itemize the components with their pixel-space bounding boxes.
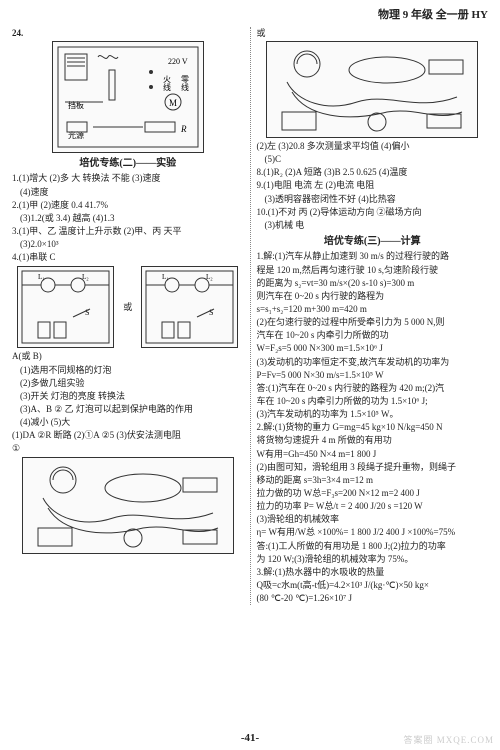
svg-text:R: R	[180, 124, 187, 134]
svg-text:线: 线	[181, 82, 189, 92]
left-column: 24. 挡板 光源 R M 220 V	[12, 27, 244, 605]
svg-text:L₁: L₁	[162, 273, 169, 281]
sol-line: 汽车在 10~20 s 内牵引力所做的功	[257, 329, 489, 341]
text-line: ①	[12, 442, 244, 454]
sol-line: P=Fv=5 000 N×30 m/s=1.5×10⁵ W	[257, 369, 489, 381]
text-line: (4)速度	[12, 186, 244, 198]
text-line: 3.(1)甲、乙 温度计上升示数 (2)甲、丙 天平	[12, 225, 244, 237]
sol-line: 拉力的功率 P= W总/t = 2 400 J/20 s =120 W	[257, 500, 489, 512]
text-line: (4)减小 (5)大	[12, 416, 244, 428]
page: 物理 9 年级 全一册 HY 24. 挡板 光源	[0, 0, 500, 750]
text-line: (3)透明容器密闭性不好 (4)比热容	[257, 193, 489, 205]
meter-circuit-right	[266, 41, 478, 138]
left-section-title: 培优专练(二)——实验	[12, 157, 244, 171]
sol-line: (3)汽车发动机的功率为 1.5×10⁵ W。	[257, 408, 489, 420]
or-label: 或	[123, 301, 132, 313]
sol-line: 则汽车在 0~20 s 内行驶的路程为	[257, 290, 489, 302]
sol-line: η= W有用/W总 ×100%= 1 800 J/2 400 J ×100%=7…	[257, 526, 489, 538]
watermark: 答案圈 MXQE.COM	[403, 734, 494, 746]
text-line: (3)2.0×10³	[12, 238, 244, 250]
sol-line: 的距离为 s₂=vt=30 m/s×(20 s-10 s)=300 m	[257, 277, 489, 289]
sol-line: (3)滑轮组的机械效率	[257, 513, 489, 525]
text-line: (3)机械 电	[257, 219, 489, 231]
page-header: 物理 9 年级 全一册 HY	[12, 8, 488, 23]
columns: 24. 挡板 光源 R M 220 V	[12, 27, 488, 605]
text-line: A(或 B)	[12, 350, 244, 362]
text-line: 9.(1)电阻 电流 左 (2)电流 电阻	[257, 179, 489, 191]
right-column: 或 (2)左 (3)20.8 多次测量求平均值 (4)偏小 (5)C 8.(1)…	[257, 27, 489, 605]
text-line: 4.(1)串联 C	[12, 251, 244, 263]
bulb-circuits-1: L₁ L₂ S 或 L₁ L₂ S	[12, 264, 244, 350]
text-line: 8.(1)R₂ (2)A 短路 (3)B 2.5 0.625 (4)温度	[257, 166, 489, 178]
text-line: (1)DA ②R 断路 (2)①A ②5 (3)伏安法测电阻	[12, 429, 244, 441]
sol-line: 答:(1)汽车在 0~20 s 内行驶的路程为 420 m;(2)汽	[257, 382, 489, 394]
sol-line: 车在 10~20 s 内牵引力所做的功为 1.5×10⁶ J;	[257, 395, 489, 407]
sol-line: 2.解:(1)货物的重力 G=mg=45 kg×10 N/kg=450 N	[257, 421, 489, 433]
svg-text:L₂: L₂	[82, 273, 89, 281]
sol-line: 将货物匀速提升 4 m 所做的有用功	[257, 434, 489, 446]
sol-line: 为 120 W;(3)滑轮组的机械效率为 75%。	[257, 553, 489, 565]
sol-line: (80 ℃-20 ℃)=1.26×10⁷ J	[257, 592, 489, 604]
sol-line: (2)在匀速行驶的过程中所受牵引力为 5 000 N,则	[257, 316, 489, 328]
bulb-circuit-a: L₁ L₂ S	[17, 266, 114, 348]
circuit-diagram-1: 挡板 光源 R M 220 V 火线 零线	[52, 41, 204, 153]
or-label-top: 或	[257, 27, 489, 39]
text-line: 2.(1)甲 (2)速度 0.4 41.7%	[12, 199, 244, 211]
text-line: (2)多做几组实验	[12, 377, 244, 389]
sol-line: s=s₁+s₂=120 m+300 m=420 m	[257, 303, 489, 315]
sol-line: Q吸=c水m(t高-t低)=4.2×10³ J/(kg·℃)×50 kg×	[257, 579, 489, 591]
right-section-title: 培优专练(三)——计算	[257, 235, 489, 249]
text-line: 10.(1)不对 丙 (2)导体运动方向 ②磁场方向	[257, 206, 489, 218]
text-line: (2)左 (3)20.8 多次测量求平均值 (4)偏小	[257, 140, 489, 152]
sol-line: (3)发动机的功率恒定不变,故汽车发动机的功率为	[257, 356, 489, 368]
column-divider	[250, 27, 251, 605]
meter-circuit-left	[22, 457, 234, 554]
text-line: 1.(1)增大 (2)多 大 转换法 不能 (3)速度	[12, 172, 244, 184]
svg-text:L₂: L₂	[206, 273, 213, 281]
sol-line: 3.解:(1)热水器中的水吸收的热量	[257, 566, 489, 578]
sol-line: (2)由图可知，滑轮组用 3 段绳子提升重物，则绳子	[257, 461, 489, 473]
q24-label: 24.	[12, 27, 244, 39]
sol-line: W=F₂s=5 000 N×300 m=1.5×10⁶ J	[257, 342, 489, 354]
svg-text:220 V: 220 V	[168, 57, 188, 66]
sol-line: 答:(1)工人所做的有用功是 1 800 J;(2)拉力的功率	[257, 540, 489, 552]
sol-line: 程是 120 m,然后再匀速行驶 10 s,匀速阶段行驶	[257, 264, 489, 276]
bulb-circuit-b: L₁ L₂ S	[141, 266, 238, 348]
svg-text:线: 线	[163, 82, 171, 92]
sol-line: 移动的距离 s=3h=3×4 m=12 m	[257, 474, 489, 486]
text-line: (5)C	[257, 153, 489, 165]
text-line: (3)A、B ② 乙 灯泡可以起到保护电路的作用	[12, 403, 244, 415]
text-line: (3)1.2(或 3.4) 越高 (4)1.3	[12, 212, 244, 224]
sol-line: 拉力做的功 W总=F₃s=200 N×12 m=2 400 J	[257, 487, 489, 499]
text-line: (1)选用不同规格的灯泡	[12, 364, 244, 376]
svg-text:L₁: L₁	[38, 273, 45, 281]
sol-line: 1.解:(1)汽车从静止加速到 30 m/s 的过程行驶的路	[257, 250, 489, 262]
sol-line: W有用=Gh=450 N×4 m=1 800 J	[257, 448, 489, 460]
svg-text:M: M	[169, 98, 177, 108]
text-line: (3)开关 灯泡的亮度 转换法	[12, 390, 244, 402]
